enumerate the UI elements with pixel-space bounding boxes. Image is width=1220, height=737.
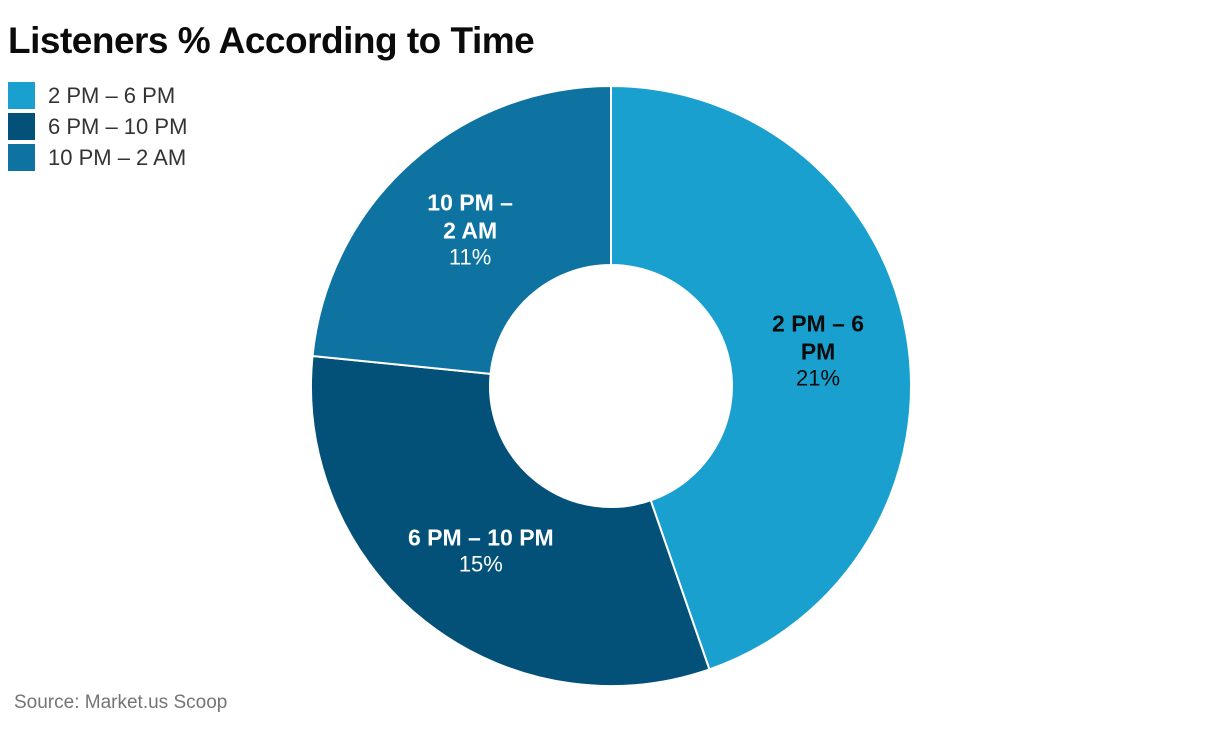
pie-slice-2[interactable]: [311, 85, 612, 375]
legend-item-label: 10 PM – 2 AM: [48, 144, 187, 170]
source-attribution: Source: Market.us Scoop: [14, 692, 228, 713]
legend-item-label: 2 PM – 6 PM: [48, 82, 176, 108]
legend-swatch-icon: [8, 113, 35, 140]
pie-slice-0[interactable]: [610, 85, 913, 671]
pie-slice-1[interactable]: [310, 354, 711, 687]
legend-item-label: 6 PM – 10 PM: [48, 113, 188, 139]
legend-swatch-icon: [8, 144, 35, 171]
legend: 2 PM – 6 PM 6 PM – 10 PM 10 PM – 2 AM: [8, 82, 187, 175]
legend-item-1[interactable]: 6 PM – 10 PM: [8, 113, 187, 140]
legend-item-0[interactable]: 2 PM – 6 PM: [8, 82, 187, 109]
legend-item-2[interactable]: 10 PM – 2 AM: [8, 144, 187, 171]
legend-swatch-icon: [8, 82, 35, 109]
chart-title: Listeners % According to Time: [8, 20, 535, 61]
